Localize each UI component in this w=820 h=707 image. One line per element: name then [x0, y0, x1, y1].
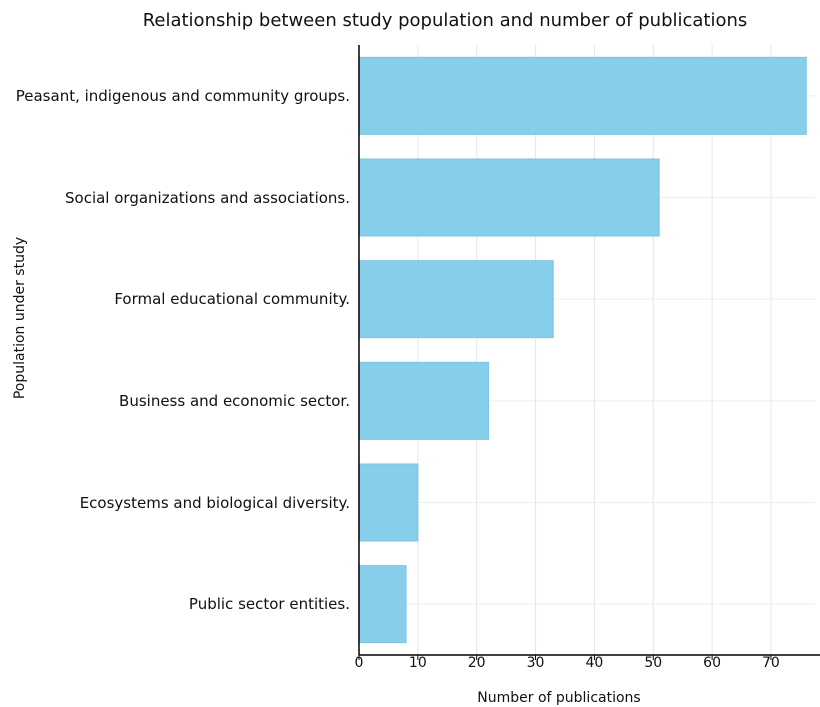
bar-3	[358, 361, 489, 440]
chart-title: Relationship between study population an…	[142, 10, 748, 31]
y-axis-label: Population under study	[12, 236, 28, 400]
y-tick-label-0: Peasant, indigenous and community groups…	[15, 86, 350, 105]
y-tick-label-2: Formal educational community.	[114, 290, 350, 309]
x-tick-label-50: 50	[644, 655, 663, 671]
bar-4	[358, 463, 419, 542]
x-tick-label-40: 40	[585, 655, 604, 671]
x-tick-label-60: 60	[703, 655, 722, 671]
x-tick-label-0: 0	[354, 655, 364, 671]
bar-0	[358, 56, 807, 135]
y-tick-label-5: Public sector entities.	[188, 595, 350, 614]
bar-2	[358, 260, 554, 339]
y-tick-label-1: Social organizations and associations.	[65, 188, 350, 207]
x-tick-label-10: 10	[408, 655, 427, 671]
x-axis-label: Number of publications	[477, 690, 641, 706]
x-tick-label-20: 20	[467, 655, 486, 671]
bar-5	[358, 565, 407, 644]
y-tick-label-4: Ecosystems and biological diversity.	[79, 493, 350, 512]
y-tick-label-3: Business and economic sector.	[119, 391, 350, 410]
x-tick-label-70: 70	[762, 655, 780, 671]
bar-1	[358, 158, 660, 237]
x-tick-label-30: 30	[526, 655, 545, 671]
